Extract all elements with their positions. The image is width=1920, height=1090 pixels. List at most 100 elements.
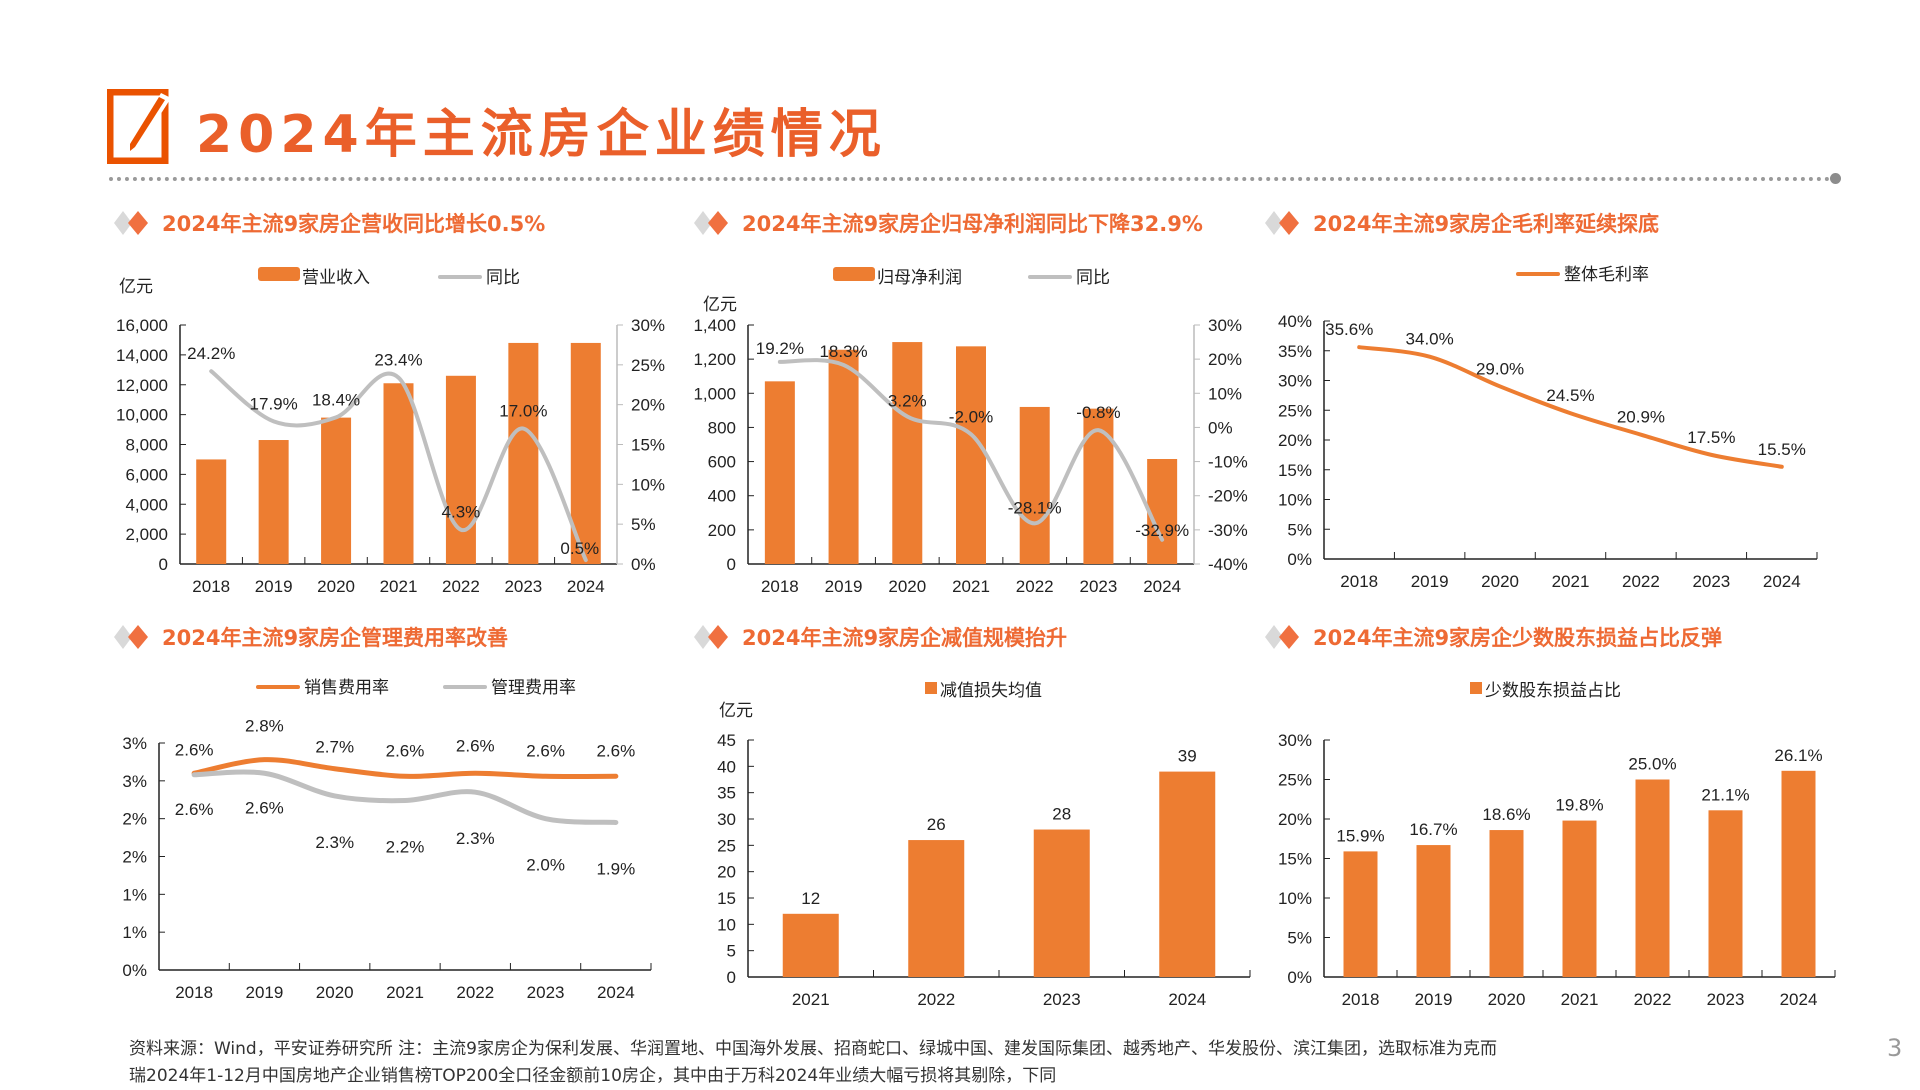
data-label: 35.6% xyxy=(1325,320,1373,339)
y-tick-label: 40% xyxy=(1278,312,1312,331)
data-label: 12 xyxy=(801,889,820,908)
y-tick-label: 15% xyxy=(1278,850,1312,869)
legend-label: 少数股东损益占比 xyxy=(1485,681,1621,700)
y2-tick-label: 20% xyxy=(631,396,665,415)
data-label: 23.4% xyxy=(374,351,422,370)
source-note-line2: 瑞2024年1-12月中国房地产企业销售榜TOP200全口径金额前10房企，其中… xyxy=(129,1066,1057,1086)
data-label: 28 xyxy=(1052,805,1071,824)
y-tick-label: 45 xyxy=(717,731,736,750)
x-tick-label: 2023 xyxy=(1043,990,1081,1009)
data-label: 2.2% xyxy=(386,838,425,857)
y2-tick-label: 0% xyxy=(631,555,656,574)
bar xyxy=(1147,459,1178,564)
section-title: 2024年主流9家房企管理费用率改善 xyxy=(162,626,509,650)
x-tick-label: 2023 xyxy=(527,983,565,1002)
bar xyxy=(196,459,227,564)
data-label: 15.9% xyxy=(1336,826,1384,845)
x-tick-label: 2019 xyxy=(246,983,284,1002)
data-label: 17.9% xyxy=(250,394,298,413)
data-label: -0.8% xyxy=(1076,403,1120,422)
y-tick-label: 200 xyxy=(708,521,736,540)
y-tick-label: 0% xyxy=(1287,968,1312,987)
y2-tick-label: -40% xyxy=(1208,555,1248,574)
source-note-line1: 资料来源：Wind，平安证券研究所 注：主流9家房企为保利发展、华润置地、中国海… xyxy=(129,1039,1497,1059)
x-tick-label: 2024 xyxy=(1143,577,1181,596)
x-tick-label: 2021 xyxy=(792,990,830,1009)
x-tick-label: 2018 xyxy=(175,983,213,1002)
y2-tick-label: 30% xyxy=(631,316,665,335)
x-tick-label: 2018 xyxy=(1340,572,1378,591)
data-label: 39 xyxy=(1178,747,1197,766)
x-tick-label: 2024 xyxy=(1168,990,1206,1009)
y-tick-label: 40 xyxy=(717,757,736,776)
y-tick-label: 1,200 xyxy=(693,350,736,369)
data-label: 0.5% xyxy=(560,539,599,558)
section-header-revenue: 2024年主流9家房企营收同比增长0.5% xyxy=(112,208,545,238)
x-tick-label: 2024 xyxy=(597,983,635,1002)
bar xyxy=(1033,829,1090,977)
data-label: 16.7% xyxy=(1409,820,1457,839)
series-line xyxy=(777,358,1165,542)
y-tick-label: 0 xyxy=(727,555,736,574)
bar xyxy=(828,349,859,564)
y-tick-label: 2,000 xyxy=(125,525,168,544)
section-header-impairment: 2024年主流9家房企减值规模抬升 xyxy=(692,622,1067,652)
section-header-gross-margin: 2024年主流9家房企毛利率延续探底 xyxy=(1263,208,1659,238)
x-tick-label: 2018 xyxy=(192,577,230,596)
x-tick-label: 2020 xyxy=(1488,990,1526,1009)
data-label: 3.2% xyxy=(888,392,927,411)
data-label: 2.0% xyxy=(526,856,565,875)
y2-tick-label: -20% xyxy=(1208,487,1248,506)
x-tick-label: 2021 xyxy=(1552,572,1590,591)
y-tick-label: 35 xyxy=(717,784,736,803)
data-label: 18.3% xyxy=(819,342,867,361)
series-line xyxy=(191,757,619,780)
page-number: 3 xyxy=(1887,1034,1903,1062)
y2-tick-label: -30% xyxy=(1208,521,1248,540)
data-label: 4.3% xyxy=(442,503,481,522)
y-tick-label: 0 xyxy=(727,968,736,987)
bar xyxy=(258,440,289,564)
bar xyxy=(782,913,839,977)
diamond-icon xyxy=(694,211,728,235)
legend-label: 销售费用率 xyxy=(304,678,389,697)
divider-end-dot xyxy=(1830,173,1841,184)
x-tick-label: 2022 xyxy=(456,983,494,1002)
y-tick-label: 20% xyxy=(1278,810,1312,829)
diamond-icon xyxy=(1265,625,1299,649)
legend-label: 减值损失均值 xyxy=(940,681,1042,700)
legend-swatch xyxy=(925,682,937,694)
data-label: 18.6% xyxy=(1482,805,1530,824)
y2-tick-label: 10% xyxy=(631,475,665,494)
bar xyxy=(445,375,476,564)
data-label: 15.5% xyxy=(1758,440,1806,459)
data-label: 2.6% xyxy=(175,800,214,819)
bar xyxy=(383,383,414,564)
section-title: 2024年主流9家房企归母净利润同比下降32.9% xyxy=(742,212,1203,236)
y-tick-label: 25% xyxy=(1278,401,1312,420)
y-tick-label: 30 xyxy=(717,810,736,829)
x-tick-label: 2019 xyxy=(255,577,293,596)
y-tick-label: 400 xyxy=(708,487,736,506)
data-label: 2.3% xyxy=(315,833,354,852)
y-tick-label: 1,000 xyxy=(693,384,736,403)
x-tick-label: 2020 xyxy=(888,577,926,596)
y-tick-label: 15 xyxy=(717,889,736,908)
y-tick-label: 25 xyxy=(717,836,736,855)
series-line xyxy=(209,369,588,563)
y2-tick-label: 25% xyxy=(631,356,665,375)
unit-label: 亿元 xyxy=(119,277,153,296)
x-tick-label: 2023 xyxy=(1692,572,1730,591)
bar xyxy=(1635,779,1670,977)
diamond-icon xyxy=(114,625,148,649)
legend-label: 营业收入 xyxy=(302,268,370,287)
data-label: 21.1% xyxy=(1701,785,1749,804)
y-tick-label: 8,000 xyxy=(125,436,168,455)
x-tick-label: 2022 xyxy=(917,990,955,1009)
legend-label: 同比 xyxy=(486,268,520,287)
y2-tick-label: 30% xyxy=(1208,316,1242,335)
x-tick-label: 2019 xyxy=(825,577,863,596)
legend-swatch xyxy=(833,267,875,281)
source-note: 资料来源：Wind，平安证券研究所 注：主流9家房企为保利发展、华润置地、中国海… xyxy=(129,1036,1849,1090)
data-label: 34.0% xyxy=(1406,330,1454,349)
